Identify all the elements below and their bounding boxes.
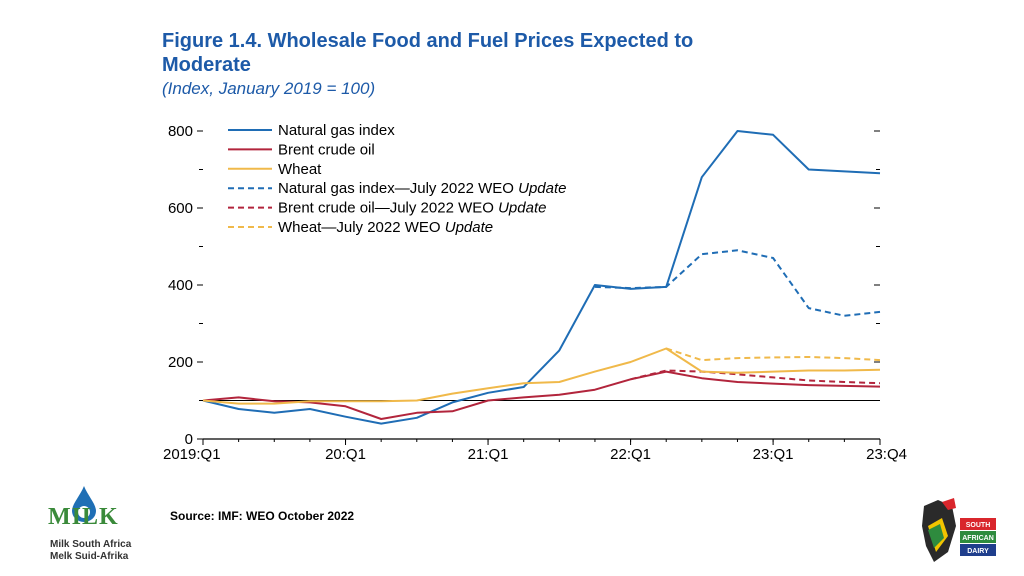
figure-subtitle: (Index, January 2019 = 100) [162,79,376,98]
x-tick-label: 23:Q1 [753,446,794,463]
source-note: Source: IMF: WEO October 2022 [170,509,355,523]
dairy-logo-flag-red [942,498,956,510]
legend-label: Wheat—July 2022 WEO Update [278,219,493,236]
y-tick-label: 0 [185,431,193,448]
y-tick-label: 200 [168,354,193,371]
series-line-brent-crude-oil [202,370,881,420]
series-line-natural-gas-index-july-2022-weo-update [594,249,881,317]
x-tick-label: 20:Q1 [325,446,366,463]
figure-title-line-1: Figure 1.4. Wholesale Food and Fuel Pric… [162,30,694,52]
chart-series [202,130,881,425]
dairy-logo-text-african: AFRICAN [962,535,994,542]
series-line-brent-crude-oil-july-2022-weo-update [630,369,881,385]
chart-axes: 0 200 400 600 800 2019:Q1 20:Q1 21:Q1 22:Q1 23:Q1… [163,123,907,463]
y-tick-label: 400 [168,277,193,294]
y-tick-label: 800 [168,123,193,140]
legend-label: Brent crude oil—July 2022 WEO Update [278,200,546,217]
chart-legend: Natural gas index Brent crude oil Wheat Nat… [228,122,567,236]
legend-label: Natural gas index—July 2022 WEO Update [278,180,567,197]
y-tick-label: 600 [168,200,193,217]
series-line-wheat [202,347,881,405]
dairy-logo-flag-green [928,524,944,548]
x-tick-label: 21:Q1 [468,446,509,463]
series-line-wheat-july-2022-weo-update [665,347,881,362]
dairy-logo-band-south [960,518,996,530]
milk-logo-word: MILK [48,504,119,530]
dairy-logo-text-dairy: DAIRY [967,548,989,555]
dairy-logo-band-african [960,531,996,543]
x-tick-label: 2019:Q1 [163,446,221,463]
x-tick-label: 22:Q1 [610,446,651,463]
milk-logo-line-1: Milk South Africa [50,539,132,550]
figure-title-line-2: Moderate [162,54,251,76]
milk-drop-icon [72,486,96,522]
dairy-logo-text-south: SOUTH [966,522,991,529]
legend-label: Natural gas index [278,122,395,139]
milk-logo-line-2: Melk Suid-Afrika [50,551,129,562]
dairy-logo-band-dairy [960,544,996,556]
legend-label: Brent crude oil [278,141,375,158]
figure-title: Figure 1.4. Wholesale Food and Fuel Pric… [162,29,693,77]
legend-label: Wheat [278,161,322,178]
series-line-natural-gas-index [202,130,881,425]
south-african-dairy-logo: SOUTH AFRICAN DAIRY [922,498,996,562]
x-tick-label: 23:Q4 [866,446,907,463]
milk-south-africa-logo: MILK Milk South Africa Melk Suid-Afrika [46,486,156,566]
